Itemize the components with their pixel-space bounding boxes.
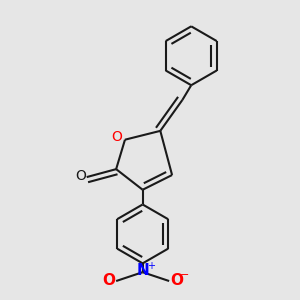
Text: +: + [148, 261, 155, 271]
Text: −: − [180, 270, 189, 280]
Text: N: N [136, 263, 149, 278]
Text: O: O [75, 169, 86, 183]
Text: O: O [170, 273, 183, 288]
Text: O: O [102, 273, 115, 288]
Text: O: O [111, 130, 122, 144]
